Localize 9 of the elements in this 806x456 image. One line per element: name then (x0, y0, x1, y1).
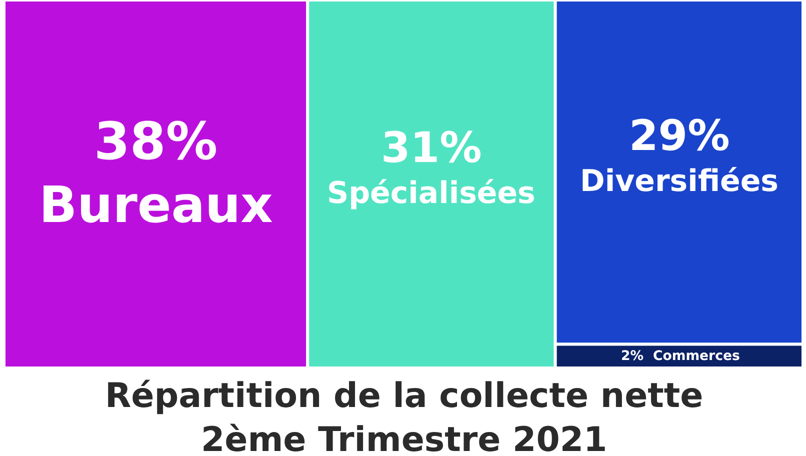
category-label: Commerces (653, 349, 740, 364)
data-label: 38% (94, 112, 218, 172)
category-label: Bureaux (39, 176, 273, 234)
data-label: 31% (381, 123, 482, 172)
data-label: 29% (629, 111, 730, 160)
category-label: Spécialisées (327, 176, 536, 211)
text: Répartition de la collecte nette 2ème Trimestre 2021 (105, 376, 704, 456)
category-label: Diversifiées (580, 164, 778, 199)
data-label: 2% (621, 349, 644, 364)
